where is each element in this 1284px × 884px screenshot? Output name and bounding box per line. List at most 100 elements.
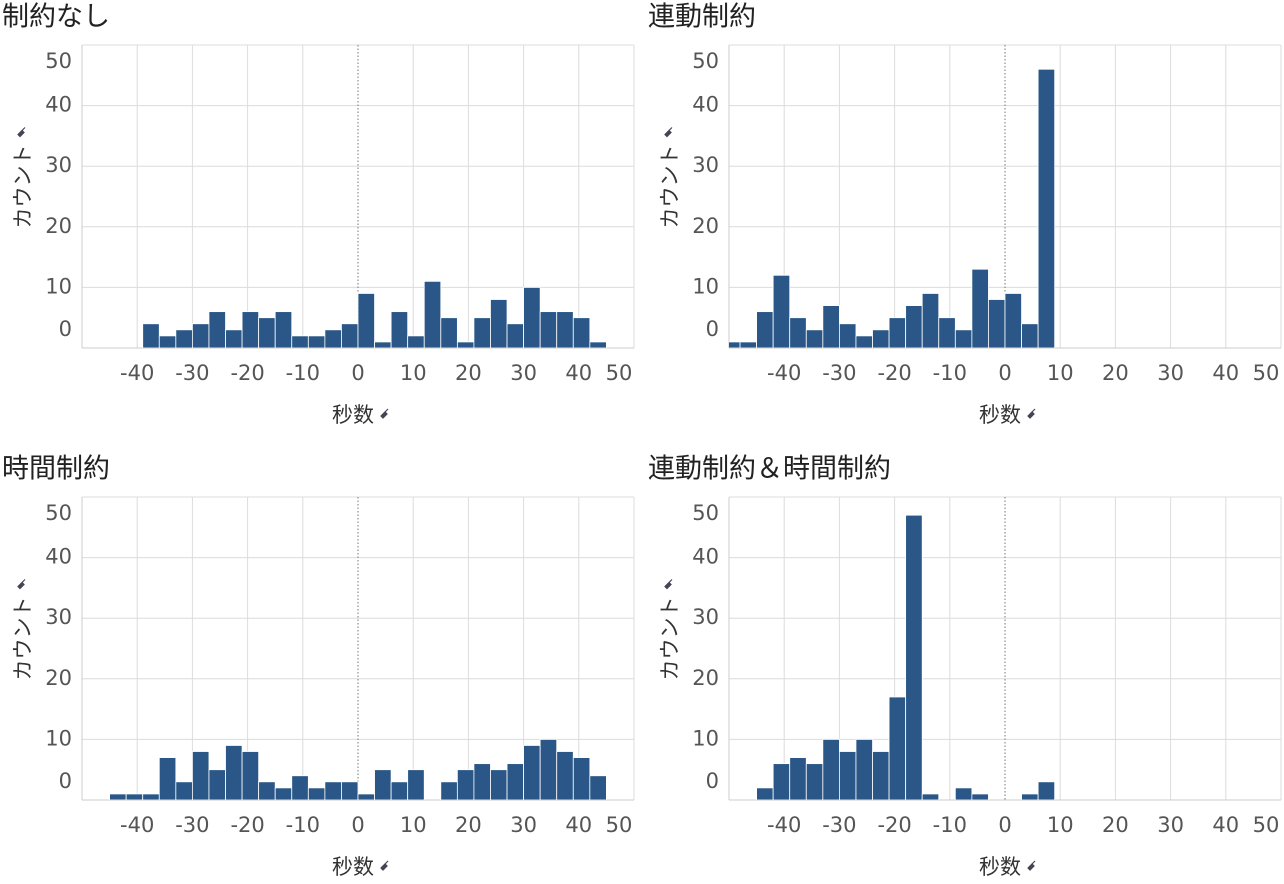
pin-icon	[1027, 860, 1036, 871]
y-tick-label: 30	[45, 605, 72, 629]
bar	[506, 323, 525, 348]
x-tick-label: 40	[1212, 361, 1239, 385]
x-tick-label: 20	[1102, 813, 1129, 837]
pin-icon	[17, 579, 26, 590]
bar	[855, 335, 873, 348]
x-tick-label: 10	[400, 361, 427, 385]
bar	[729, 341, 741, 348]
chart-panel: 時間制約 0 10 20 30 40 50 -40 -30 -20 -10 0 10 20 30 40 50 秒数…	[2, 454, 635, 879]
x-tick-label: -20	[230, 813, 264, 837]
pin-icon	[1027, 408, 1036, 419]
bar	[390, 781, 409, 800]
y-tick-label: 50	[45, 49, 72, 73]
y-tick-label: 50	[692, 49, 719, 73]
bar	[523, 286, 541, 348]
x-tick-label: -10	[286, 813, 320, 837]
pin-icon	[380, 408, 389, 419]
x-tick-label: 0	[998, 813, 1011, 837]
bar	[988, 299, 1006, 348]
bar	[291, 335, 309, 348]
chart-title: 連動制約＆時間制約	[648, 454, 891, 485]
y-axis-label: カウント	[11, 145, 35, 229]
x-tick-label: 10	[400, 813, 427, 837]
pin-icon	[17, 127, 26, 138]
bar	[490, 299, 508, 348]
bar	[440, 781, 458, 800]
chart-title: 連動制約	[648, 2, 756, 33]
x-tick-label: 10	[1047, 361, 1074, 385]
chart-title: 時間制約	[2, 454, 110, 485]
bar	[341, 323, 359, 348]
y-tick-label: 40	[45, 545, 72, 569]
chart-panel: 連動制約 0 10 20 30 40 50 -40 -30 -20 -10 0 10 20 30 40 50 秒数…	[648, 2, 1282, 427]
x-tick-label: 0	[351, 361, 364, 385]
y-tick-label: 0	[706, 317, 719, 341]
bar	[756, 311, 774, 348]
bar	[258, 317, 276, 348]
bar	[805, 763, 824, 800]
bar	[374, 769, 392, 800]
bar	[1021, 323, 1039, 348]
bar	[357, 793, 375, 800]
bar	[539, 311, 558, 348]
y-tick-label: 50	[692, 501, 719, 525]
bar	[572, 757, 591, 800]
x-tick-label: 50	[1253, 361, 1280, 385]
x-tick-label: -10	[933, 361, 967, 385]
x-tick-label: 20	[1102, 361, 1129, 385]
bar	[954, 329, 973, 348]
bar	[855, 739, 873, 800]
y-tick-label: 20	[45, 666, 72, 690]
bar	[423, 280, 442, 348]
bar	[456, 769, 475, 800]
y-axis-label: カウント	[11, 597, 35, 681]
bar	[872, 751, 890, 800]
x-tick-label: -40	[120, 361, 154, 385]
x-tick-label: 50	[606, 361, 633, 385]
x-tick-label: 40	[565, 361, 592, 385]
bar	[191, 323, 210, 348]
y-tick-label: 0	[59, 769, 72, 793]
bar	[407, 335, 425, 348]
bar	[191, 751, 210, 800]
y-tick-label: 0	[59, 317, 72, 341]
x-tick-label: -30	[822, 813, 856, 837]
x-tick-label: 20	[455, 361, 482, 385]
bar	[539, 739, 558, 800]
x-tick-label: 40	[1212, 813, 1239, 837]
x-tick-label: -30	[822, 361, 856, 385]
x-tick-label: -20	[877, 813, 911, 837]
bar	[872, 329, 890, 348]
bar	[1037, 68, 1056, 348]
bar	[756, 787, 774, 800]
y-tick-label: 10	[45, 726, 72, 750]
bar	[556, 311, 574, 348]
bar	[523, 745, 541, 800]
bar	[822, 305, 840, 348]
bar	[888, 317, 907, 348]
bar	[274, 787, 293, 800]
y-tick-label: 30	[45, 153, 72, 177]
bar	[1004, 293, 1022, 348]
y-tick-label: 30	[692, 605, 719, 629]
bar	[175, 781, 193, 800]
bar	[589, 341, 607, 348]
y-tick-label: 10	[45, 274, 72, 298]
bar	[971, 268, 989, 348]
bar	[307, 787, 326, 800]
bar	[175, 329, 193, 348]
bar	[225, 745, 243, 800]
x-tick-label: -40	[767, 361, 801, 385]
bar	[490, 769, 508, 800]
x-tick-label: -40	[120, 813, 154, 837]
x-tick-label: -30	[175, 361, 209, 385]
bar	[407, 769, 425, 800]
bar	[772, 274, 791, 348]
x-tick-label: 50	[606, 813, 633, 837]
bar	[374, 341, 392, 348]
y-tick-label: 40	[45, 93, 72, 117]
bar	[589, 775, 607, 800]
chart-panel: 連動制約＆時間制約 0 10 20 30 40 50 -40 -30 -20 -10 0 10 20 30 4…	[648, 454, 1282, 879]
x-axis-label: 秒数	[332, 403, 374, 427]
bar	[456, 341, 475, 348]
